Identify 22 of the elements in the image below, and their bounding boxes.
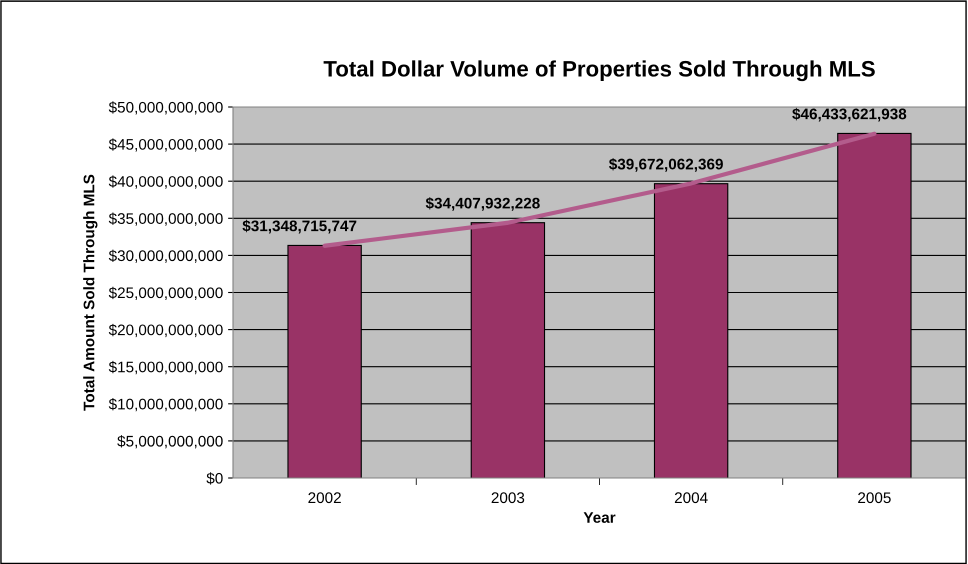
data-label: $34,407,932,228 bbox=[426, 197, 540, 211]
x-axis-title: Year bbox=[584, 512, 616, 523]
y-tick-label: $5,000,000,000 bbox=[117, 435, 223, 448]
y-tick-label: $0 bbox=[206, 472, 223, 485]
y-tick-label: $45,000,000,000 bbox=[108, 138, 223, 152]
y-tick-label: $25,000,000,000 bbox=[108, 286, 223, 300]
x-tick-label: 2005 bbox=[858, 492, 891, 504]
chart-title: Total Dollar Volume of Properties Sold Through MLS bbox=[324, 60, 875, 82]
data-label: $46,433,621,938 bbox=[792, 108, 906, 122]
y-tick-label: $40,000,000,000 bbox=[108, 175, 223, 189]
y-tick-label: $50,000,000,000 bbox=[108, 101, 223, 114]
data-label: $39,672,062,369 bbox=[608, 158, 723, 172]
y-tick-label: $30,000,000,000 bbox=[108, 250, 223, 263]
y-tick-label: $15,000,000,000 bbox=[108, 360, 223, 374]
x-tick-label: 2002 bbox=[308, 492, 341, 504]
x-tick-label: 2004 bbox=[674, 492, 708, 504]
y-tick-label: $35,000,000,000 bbox=[108, 212, 223, 226]
x-tick-label: 2003 bbox=[492, 492, 524, 504]
y-tick-label: $10,000,000,000 bbox=[108, 398, 223, 412]
y-axis-title: Total Amount Sold Through MLS bbox=[83, 174, 98, 411]
y-tick-label: $20,000,000,000 bbox=[108, 324, 223, 338]
data-label: $31,348,715,747 bbox=[242, 220, 356, 234]
